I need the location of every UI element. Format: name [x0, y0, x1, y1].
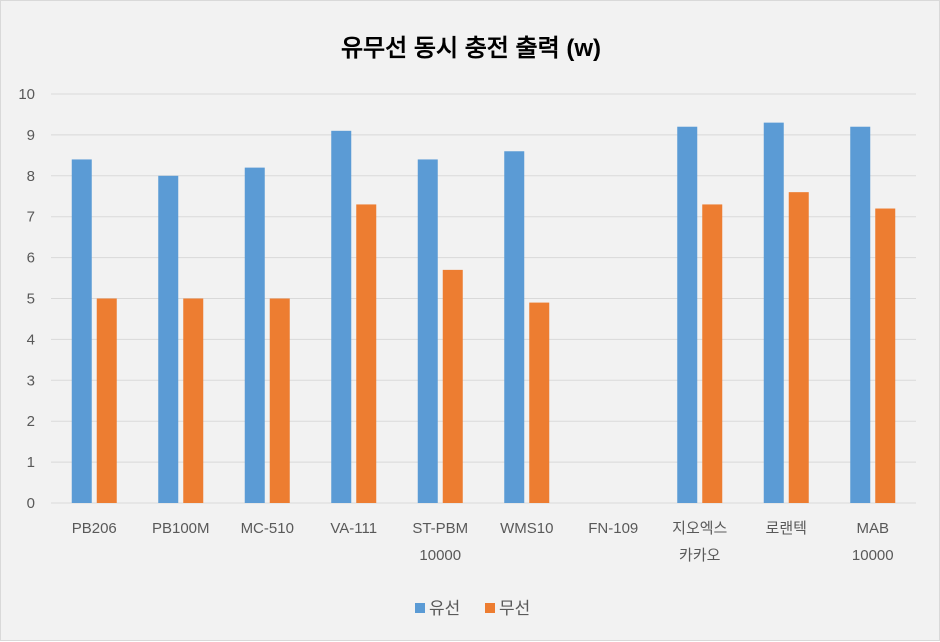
x-tick-label: PB206	[72, 520, 117, 537]
bar-무선-8	[788, 192, 809, 503]
bar-유선-1	[158, 175, 179, 504]
y-tick-label: 2	[27, 413, 35, 430]
bar-무선-1	[183, 298, 204, 503]
y-tick-label: 1	[27, 454, 35, 471]
x-tick-label: 10000	[852, 547, 894, 564]
legend-swatch	[415, 603, 425, 613]
bar-무선-0	[96, 298, 117, 503]
bar-무선-2	[269, 298, 290, 503]
bar-유선-2	[244, 167, 265, 503]
x-tick-label: 카카오	[679, 547, 721, 564]
legend-swatch	[485, 603, 495, 613]
x-tick-label: 로랜텍	[766, 520, 807, 537]
bar-유선-0	[71, 159, 92, 503]
x-tick-label: WMS10	[500, 520, 553, 537]
x-tick-label: 지오엑스	[672, 520, 727, 537]
x-tick-label: MAB	[856, 520, 889, 537]
bar-무선-9	[875, 208, 896, 503]
bar-무선-4	[442, 269, 463, 503]
y-tick-label: 9	[27, 127, 35, 144]
bar-유선-8	[763, 122, 784, 503]
x-tick-label: 10000	[419, 547, 461, 564]
x-tick-label: VA-111	[330, 520, 377, 537]
bar-유선-7	[677, 126, 698, 503]
legend-label: 유선	[429, 599, 460, 618]
bar-무선-3	[356, 204, 377, 503]
bar-무선-5	[529, 302, 550, 503]
y-tick-label: 6	[27, 250, 35, 267]
bar-무선-7	[702, 204, 723, 503]
x-tick-label: FN-109	[588, 520, 638, 537]
chart-title: 유무선 동시 충전 출력 (w)	[341, 35, 601, 62]
y-tick-label: 8	[27, 168, 35, 185]
bar-유선-4	[417, 159, 438, 503]
x-tick-label: MC-510	[241, 520, 294, 537]
bar-유선-3	[331, 130, 352, 503]
y-tick-label: 0	[27, 495, 35, 512]
x-tick-label: PB100M	[152, 520, 210, 537]
x-tick-label: ST-PBM	[412, 520, 468, 537]
bar-유선-5	[504, 151, 525, 503]
y-tick-label: 10	[18, 86, 35, 103]
y-tick-label: 4	[27, 331, 35, 348]
legend-label: 무선	[499, 599, 530, 618]
y-tick-label: 5	[27, 291, 35, 308]
y-tick-label: 3	[27, 372, 35, 389]
bar-유선-9	[850, 126, 871, 503]
y-tick-label: 7	[27, 209, 35, 226]
